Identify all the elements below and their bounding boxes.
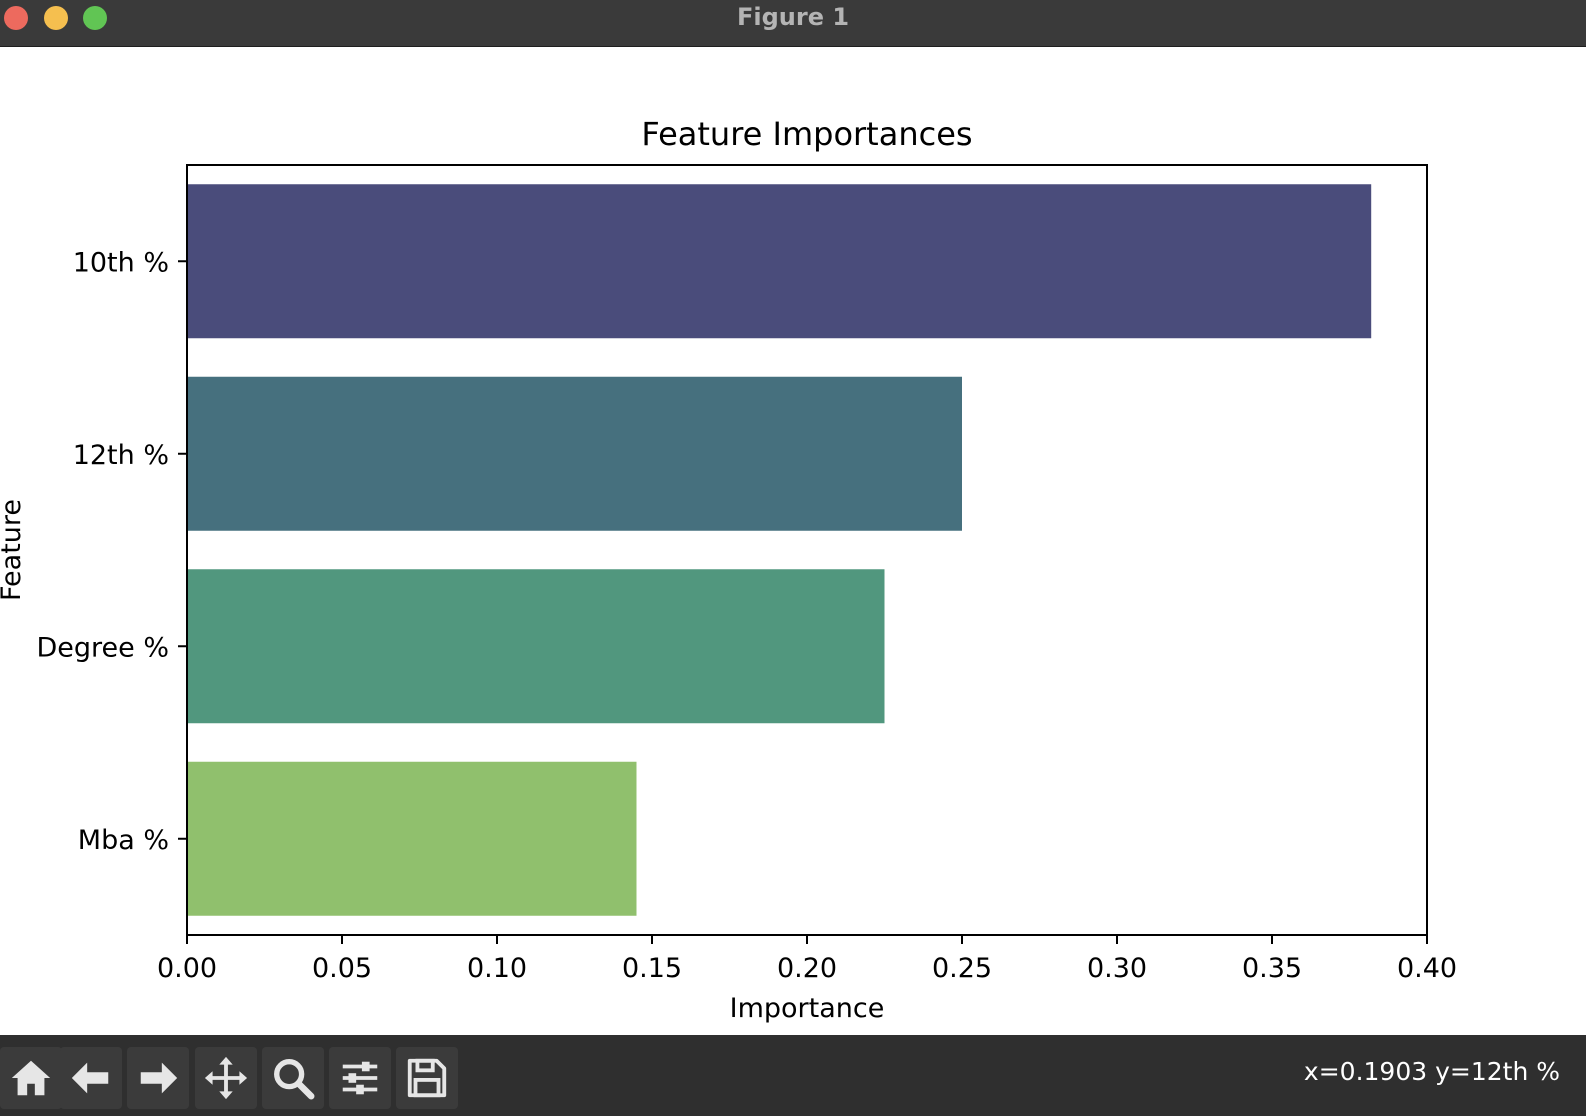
x-tick-label: 0.00 <box>157 953 217 984</box>
y-tick-label: Mba % <box>78 825 169 856</box>
window-titlebar: Figure 1 <box>0 0 1586 47</box>
cursor-coordinates-readout: x=0.1903 y=12th % <box>1303 1057 1560 1086</box>
zoom-button[interactable] <box>262 1047 324 1109</box>
forward-arrow-icon <box>140 1062 178 1094</box>
y-axis-label: Feature <box>0 499 27 601</box>
bar-degree <box>187 569 885 724</box>
x-tick-label: 0.10 <box>467 953 527 984</box>
y-tick-label: 12th % <box>73 440 169 471</box>
pan-move-icon <box>204 1056 248 1100</box>
x-tick-label: 0.20 <box>777 953 837 984</box>
x-tick-label: 0.15 <box>622 953 682 984</box>
save-disk-icon <box>407 1058 447 1098</box>
x-tick-label: 0.30 <box>1087 953 1147 984</box>
bar-12th <box>187 376 962 531</box>
figure-canvas[interactable]: Feature Importances 10th % 12th % Degree % M… <box>0 47 1586 1035</box>
forward-button[interactable] <box>127 1047 189 1109</box>
navigation-toolbar: x=0.1903 y=12th % <box>0 1035 1586 1116</box>
save-button[interactable] <box>396 1047 458 1109</box>
bar-mba <box>187 761 637 916</box>
zoom-magnifier-icon <box>274 1059 315 1100</box>
pan-button[interactable] <box>195 1047 257 1109</box>
feature-importance-chart: Feature Importances 10th % 12th % Degree % M… <box>0 115 1457 1024</box>
home-button[interactable] <box>0 1047 62 1109</box>
minimize-window-button[interactable] <box>44 6 68 30</box>
configure-subplots-button[interactable] <box>329 1047 391 1109</box>
chart-title: Feature Importances <box>641 115 972 153</box>
x-tick-label: 0.35 <box>1242 953 1302 984</box>
x-axis-label: Importance <box>730 993 885 1024</box>
y-tick-label: Degree % <box>36 632 169 663</box>
maximize-window-button[interactable] <box>83 6 107 30</box>
y-tick-label: 10th % <box>73 247 169 278</box>
x-tick-label: 0.05 <box>312 953 372 984</box>
window-title: Figure 1 <box>736 3 850 31</box>
bar-10th <box>187 184 1372 339</box>
close-window-button[interactable] <box>4 6 28 30</box>
back-button[interactable] <box>60 1047 122 1109</box>
x-tick-label: 0.25 <box>932 953 992 984</box>
home-icon <box>11 1060 51 1096</box>
back-arrow-icon <box>71 1062 109 1094</box>
configure-subplots-icon <box>342 1061 378 1095</box>
x-tick-label: 0.40 <box>1397 953 1457 984</box>
